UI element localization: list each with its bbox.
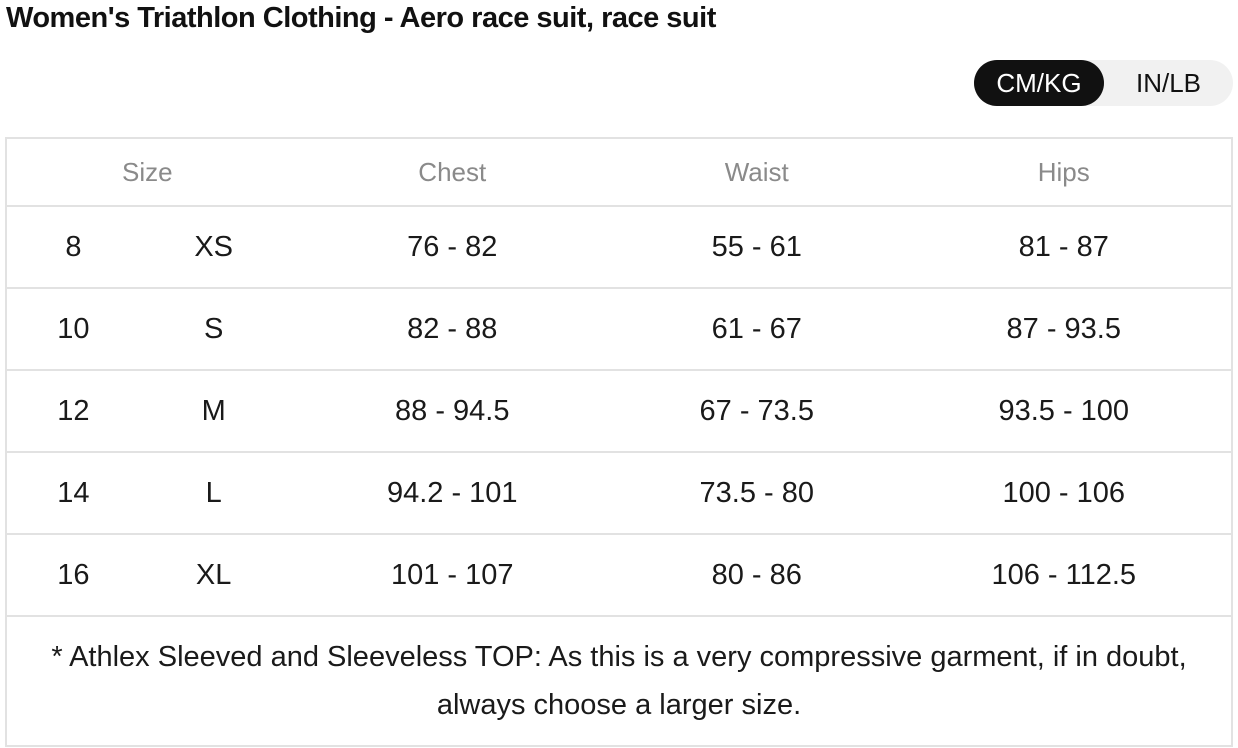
table-row: 14 L 94.2 - 101 73.5 - 80 100 - 106 xyxy=(5,451,1234,535)
unit-in-lb-button[interactable]: IN/LB xyxy=(1135,67,1202,98)
chest-cell: 101 - 107 xyxy=(287,533,617,617)
size-letter-cell: XL xyxy=(139,533,288,617)
size-number-cell: 8 xyxy=(5,205,140,289)
table-row: 10 S 82 - 88 61 - 67 87 - 93.5 xyxy=(5,287,1234,371)
hips-cell: 106 - 112.5 xyxy=(896,533,1234,617)
size-chart-table: Size Chest Waist Hips 8 XS 76 - 82 55 - … xyxy=(5,137,1234,747)
waist-cell: 61 - 67 xyxy=(616,287,897,371)
chest-cell: 88 - 94.5 xyxy=(287,369,617,453)
table-row: 16 XL 101 - 107 80 - 86 106 - 112.5 xyxy=(5,533,1234,617)
hips-cell: 100 - 106 xyxy=(896,451,1234,535)
chest-cell: 82 - 88 xyxy=(287,287,617,371)
size-number-cell: 12 xyxy=(5,369,140,453)
table-header-row: Size Chest Waist Hips xyxy=(5,137,1234,207)
size-letter-cell: M xyxy=(139,369,288,453)
waist-cell: 55 - 61 xyxy=(616,205,897,289)
waist-cell: 67 - 73.5 xyxy=(616,369,897,453)
size-number-cell: 14 xyxy=(5,451,140,535)
chest-cell: 76 - 82 xyxy=(287,205,617,289)
chest-cell: 94.2 - 101 xyxy=(287,451,617,535)
size-letter-cell: XS xyxy=(139,205,288,289)
header-waist: Waist xyxy=(616,137,897,207)
page-title: Women's Triathlon Clothing - Aero race s… xyxy=(6,2,716,34)
hips-cell: 81 - 87 xyxy=(896,205,1234,289)
table-note-row: * Athlex Sleeved and Sleeveless TOP: As … xyxy=(5,615,1233,747)
size-note: * Athlex Sleeved and Sleeveless TOP: As … xyxy=(5,615,1233,747)
header-chest: Chest xyxy=(287,137,617,207)
size-letter-cell: L xyxy=(139,451,288,535)
header-size: Size xyxy=(5,137,288,207)
size-number-cell: 16 xyxy=(5,533,140,617)
unit-cm-kg-button[interactable]: CM/KG xyxy=(974,60,1104,106)
waist-cell: 73.5 - 80 xyxy=(616,451,897,535)
size-number-cell: 10 xyxy=(5,287,140,371)
header-hips: Hips xyxy=(896,137,1234,207)
unit-toggle: CM/KG IN/LB xyxy=(974,60,1233,106)
table-row: 12 M 88 - 94.5 67 - 73.5 93.5 - 100 xyxy=(5,369,1234,453)
size-letter-cell: S xyxy=(139,287,288,371)
waist-cell: 80 - 86 xyxy=(616,533,897,617)
table-row: 8 XS 76 - 82 55 - 61 81 - 87 xyxy=(5,205,1234,289)
hips-cell: 87 - 93.5 xyxy=(896,287,1234,371)
hips-cell: 93.5 - 100 xyxy=(896,369,1234,453)
